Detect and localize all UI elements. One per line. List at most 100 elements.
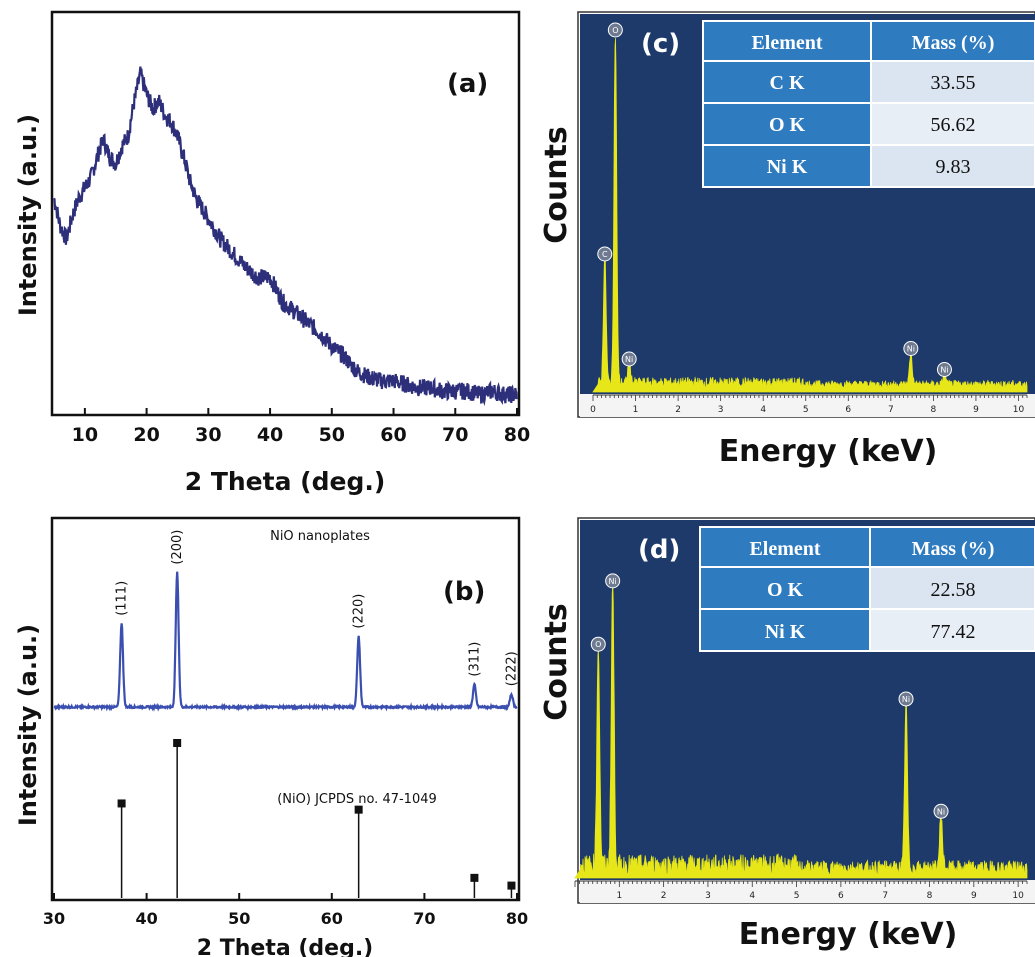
panel-d-table-header: Mass (%) [912, 538, 995, 560]
panel-d-peak-marker [590, 636, 606, 652]
panel-a-x-tick-label: 50 [319, 424, 345, 446]
panel-c-x-tick-label: 9 [973, 405, 979, 415]
panel-b-x-tick-label: 70 [413, 909, 435, 928]
panel-c-peak-label: Ni [625, 355, 633, 364]
panel-d-spectrum [574, 584, 1028, 879]
panel-d-table-mass: 77.42 [931, 621, 976, 643]
panel-d-x-tick-label: 6 [838, 891, 844, 901]
panel-d-table-header-cell [699, 526, 871, 568]
panel-c-table-header-cell [702, 20, 872, 62]
panel-c-peak-marker [597, 246, 613, 262]
panel-d-spectrum-fill [574, 584, 1028, 879]
panel-d-xlabel: Energy (keV) [739, 917, 958, 952]
panel-d-table-cell [869, 566, 1035, 610]
panel-a: 10 20 30 40 50 60 70 80 (a) 2 Theta (deg.) Inte… [14, 10, 530, 496]
panel-c-table-cell [702, 102, 872, 146]
panel-c-table-cell [702, 60, 872, 104]
panel-d-table-cell [699, 566, 871, 610]
panel-c-peak-marker [936, 362, 952, 377]
panel-c-x-ticks: 0 1 2 3 4 5 6 7 8 9 10 [590, 394, 1028, 415]
panel-d-x-ticks: 1 2 3 4 5 6 7 8 9 10 [574, 880, 1028, 901]
panel-d-peak-marker [605, 573, 621, 589]
panel-a-x-tick-label: 40 [257, 424, 283, 446]
panel-b-label: (b) [443, 577, 485, 607]
panel-d-table-header-cell [869, 526, 1035, 568]
panel-b-x-tick-label: 80 [506, 909, 528, 928]
panel-d-peak-label: Ni [609, 577, 617, 586]
panel-c-peak-label: O [612, 26, 618, 35]
panel-c-table-cell [870, 102, 1035, 146]
panel-d-x-tick-label: 9 [971, 891, 977, 901]
panel-c-table-mass: 9.83 [936, 156, 971, 178]
panel-c-peak-label: Ni [907, 345, 915, 354]
panel-b-reference [117, 739, 516, 898]
panel-c-peak-label: C [602, 250, 608, 259]
panel-c-table-cell [870, 144, 1035, 188]
panel-b-title: NiO nanoplates [270, 529, 370, 544]
panel-d-peak-markers: O Ni Ni Ni [590, 573, 949, 819]
panel-a-x-tick-label: 30 [195, 424, 221, 446]
panel-b-x-tick-label: 60 [321, 909, 343, 928]
panel-d-x-tick-label: 1 [616, 891, 622, 901]
panel-a-frame [50, 10, 521, 417]
panel-c-x-tick-label: 6 [845, 405, 851, 415]
panel-c-xlabel: Energy (keV) [719, 434, 938, 469]
panel-c-x-tick-label: 7 [888, 405, 894, 415]
panel-d-peak-marker [933, 803, 949, 819]
panel-c: C O Ni Ni Ni 0 1 2 3 4 5 6 7 8 9 10 (c) Element Mass (… [539, 11, 1035, 469]
panel-d-x-tick-label: 7 [882, 891, 888, 901]
panel-c-x-tick-label: 3 [718, 405, 724, 415]
panel-d-peak-label: Ni [937, 807, 945, 816]
panel-c-x-tick-label: 4 [760, 405, 766, 415]
panel-b-hkl-label: (220) [352, 594, 367, 629]
panel-c-peak-markers: C O Ni Ni Ni [597, 22, 952, 377]
panel-a-series [53, 66, 518, 407]
panel-b-ylabel: Intensity (a.u.) [14, 624, 42, 826]
panel-b-reference-marker [507, 881, 516, 890]
panel-c-peak-label: Ni [940, 366, 948, 375]
panel-d-x-tick-label: 10 [1012, 891, 1024, 901]
panel-d-table-mass: 22.58 [931, 579, 976, 601]
panel-c-spectrum [592, 38, 1028, 393]
panel-a-label: (a) [447, 69, 488, 99]
panel-c-table-header: Element [751, 32, 822, 54]
panel-d-x-tick-label: 8 [927, 891, 933, 901]
panel-c-spectrum-fill [592, 38, 1028, 393]
panel-b-reference-marker [173, 739, 182, 747]
panel-a-x-tick-label: 80 [504, 424, 530, 446]
panel-b-hkl-label: (311) [467, 642, 482, 677]
panel-c-table-element: O K [769, 114, 806, 136]
panel-c-peak-marker [903, 341, 919, 356]
panel-d-table-element: Ni K [765, 621, 806, 643]
panel-b-hkl-label: (200) [170, 530, 185, 565]
panel-b-x-tick-label: 30 [43, 909, 65, 928]
panel-c-table-element: C K [770, 72, 805, 94]
panel-b-x-tick-label: 40 [135, 909, 157, 928]
panel-a-xlabel: 2 Theta (deg.) [185, 467, 386, 496]
panel-d-x-tick-label: 2 [661, 891, 667, 901]
panel-b-x-ticks: 30 40 50 60 70 80 [43, 893, 528, 928]
panel-c-axis-strip [580, 394, 1035, 417]
panel-d-peak-label: O [595, 640, 601, 649]
panel-b-x-tick-label: 50 [228, 909, 250, 928]
panel-a-x-tick-label: 20 [133, 424, 159, 446]
panel-d-table-header: Element [749, 538, 820, 560]
panel-b-reference-marker [354, 805, 363, 814]
panel-b-hkl-label: (111) [115, 581, 130, 616]
panel-c-table-cell [702, 144, 872, 188]
panel-b-reference-label: (NiO) JCPDS no. 47-1049 [277, 792, 437, 807]
panel-b-reference-marker [117, 799, 126, 808]
panel-d-label: (d) [638, 535, 680, 565]
panel-b-pattern-line [53, 571, 518, 712]
panel-c-table-element: Ni K [767, 156, 808, 178]
panel-c-ylabel: Counts [539, 126, 574, 244]
panel-c-table-header: Mass (%) [912, 32, 995, 54]
panel-c-x-tick-label: 2 [675, 405, 681, 415]
panel-a-x-tick-label: 60 [380, 424, 406, 446]
panel-c-x-tick-label: 10 [1013, 405, 1025, 415]
panel-c-x-tick-label: 8 [931, 405, 937, 415]
panel-d-table: Element Mass (%) O K 22.58 Ni K 77.42 [699, 526, 1035, 652]
panel-d: O Ni Ni Ni 1 2 3 4 5 6 7 8 9 10 (d) Element Mass (%)… [539, 517, 1035, 952]
panel-c-table: Element Mass (%) C K 33.55 O K 56.62 Ni … [702, 20, 1035, 188]
